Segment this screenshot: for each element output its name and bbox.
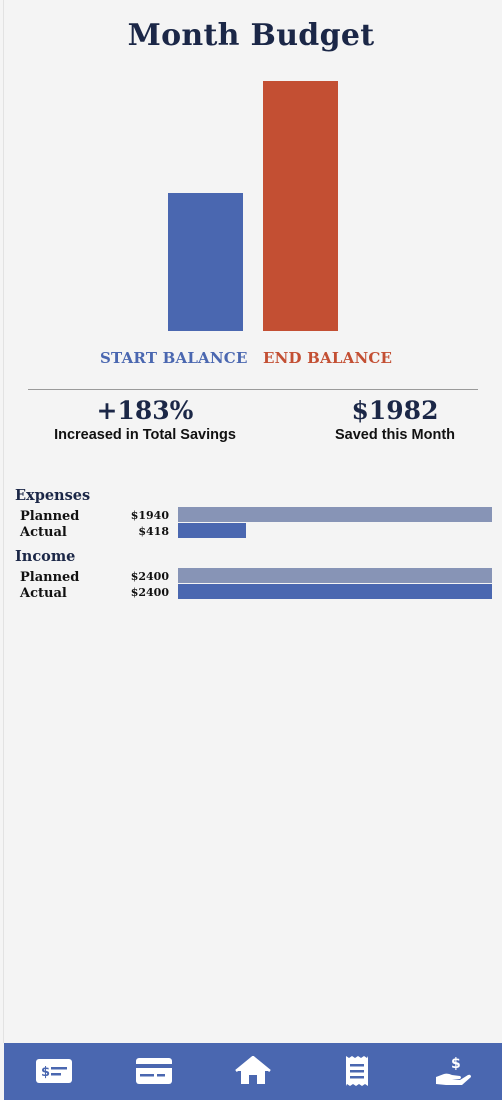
income-actual-amount: $2400 <box>130 586 169 599</box>
svg-text:$: $ <box>451 1056 461 1072</box>
income-planned-amount: $2400 <box>130 570 169 583</box>
expenses-actual-bar <box>178 523 246 538</box>
end-balance-bar <box>263 81 338 331</box>
income-planned-label: Planned <box>20 570 80 585</box>
svg-text:$: $ <box>41 1065 50 1080</box>
home-icon[interactable] <box>233 1055 273 1087</box>
income-title: Income <box>15 548 76 565</box>
expenses-planned-bar <box>178 507 492 522</box>
saved-value: $1982 <box>351 396 439 425</box>
expenses-actual-label: Actual <box>20 525 67 540</box>
income-actual-label: Actual <box>20 586 67 601</box>
divider <box>28 389 478 390</box>
expenses-planned-label: Planned <box>20 509 80 524</box>
bill-icon[interactable]: $ <box>34 1055 74 1087</box>
start-balance-label: START BALANCE <box>100 349 248 367</box>
expenses-planned-amount: $1940 <box>130 509 169 522</box>
expenses-title: Expenses <box>15 487 91 504</box>
hand-money-icon[interactable]: $ <box>434 1055 474 1087</box>
saved-this-month-stat: $1982 Saved this Month <box>300 396 490 443</box>
end-balance-label: END BALANCE <box>263 349 393 367</box>
saved-label: Saved this Month <box>334 427 456 443</box>
page-title: Month Budget <box>127 18 375 53</box>
expenses-actual-amount: $418 <box>138 525 169 538</box>
left-edge-rule <box>3 0 4 1043</box>
savings-increase-value: +183% <box>96 396 194 425</box>
savings-increase-label: Increased in Total Savings <box>54 427 236 443</box>
savings-increase-stat: +183% Increased in Total Savings <box>30 396 260 443</box>
receipt-icon[interactable] <box>337 1055 377 1087</box>
credit-card-icon[interactable] <box>134 1055 174 1087</box>
start-balance-bar <box>168 193 243 331</box>
balance-chart: START BALANCE END BALANCE <box>0 0 502 380</box>
income-planned-bar <box>178 568 492 583</box>
income-actual-bar <box>178 584 492 599</box>
bottom-nav: $ $ <box>4 1043 502 1100</box>
